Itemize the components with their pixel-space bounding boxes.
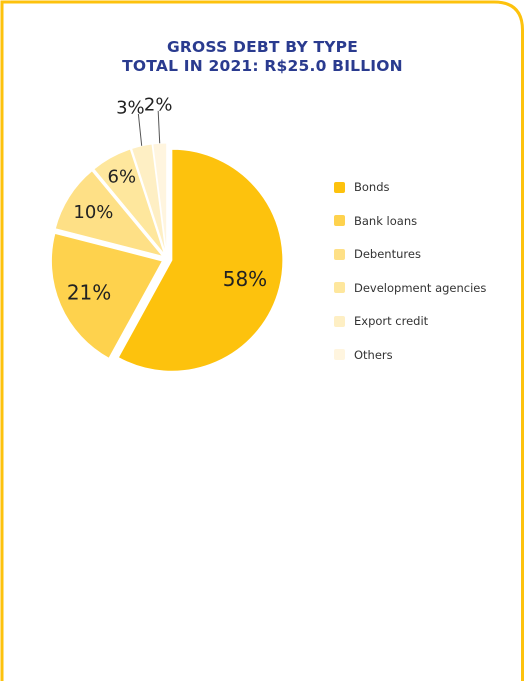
- data-label: 21%: [67, 281, 111, 305]
- label-leader-line: [137, 113, 143, 146]
- legend-swatch: [334, 282, 345, 294]
- legend-item: Bonds: [334, 177, 486, 197]
- data-label: 6%: [108, 166, 137, 187]
- legend-label: Export credit: [354, 314, 429, 329]
- pie-slice: [93, 148, 166, 255]
- data-label: 10%: [73, 202, 113, 223]
- pie-slice: [54, 170, 165, 258]
- legend-item: Others: [334, 345, 486, 365]
- data-label: 3%: [116, 97, 145, 118]
- legend-label: Development agencies: [354, 280, 487, 295]
- chart-title-line-2: TOTAL IN 2021: R$25.0 BILLION: [122, 57, 403, 75]
- label-leader-line: [157, 110, 161, 144]
- pie-slice: [117, 148, 284, 372]
- data-label: 2%: [144, 94, 173, 115]
- legend-swatch: [334, 315, 345, 327]
- legend-swatch: [334, 215, 345, 227]
- legend-swatch: [334, 181, 345, 193]
- pie-slice: [50, 232, 164, 359]
- legend-item: Debentures: [334, 244, 486, 264]
- legend-label: Bonds: [354, 180, 390, 194]
- legend-item: Bank loans: [334, 211, 486, 231]
- chart-title-line-1: GROSS DEBT BY TYPE: [166, 38, 359, 56]
- chart-legend: Bonds Bank loans Debentures Development …: [334, 177, 486, 379]
- pie-slice: [130, 143, 167, 255]
- legend-label: Bank loans: [354, 213, 418, 228]
- legend-item: Development agencies: [334, 278, 486, 298]
- legend-label: Others: [354, 347, 393, 362]
- chart-title: GROSS DEBT BY TYPE TOTAL IN 2021: R$25.0…: [0, 38, 525, 76]
- legend-swatch: [334, 349, 345, 361]
- legend-label: Debentures: [354, 247, 421, 262]
- data-label: 58%: [223, 267, 267, 291]
- legend-swatch: [334, 248, 345, 260]
- legend-item: Export credit: [334, 311, 486, 331]
